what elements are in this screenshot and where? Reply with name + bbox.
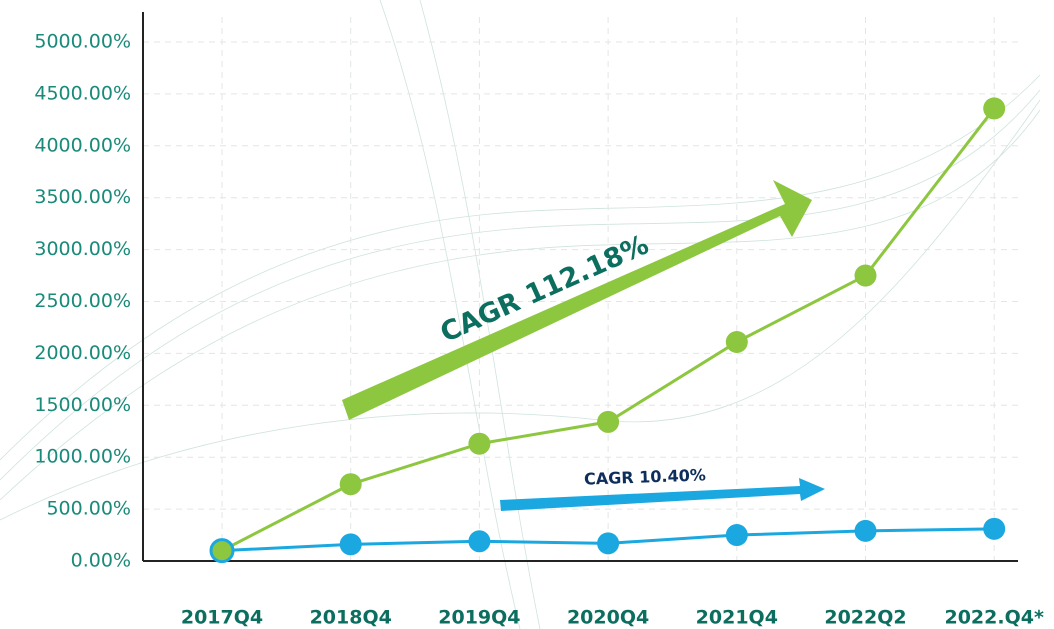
annotation: CAGR 10.40% (584, 465, 706, 488)
y-tick-label: 5000.00% (34, 31, 131, 53)
data-point (854, 264, 877, 287)
data-point (597, 410, 620, 433)
data-point (725, 330, 748, 353)
data-point (468, 432, 491, 455)
data-point (983, 517, 1006, 540)
x-tick-label: 2020Q4 (567, 607, 649, 629)
y-tick-label: 2000.00% (34, 342, 131, 364)
x-tick-label: 2019Q4 (438, 607, 520, 629)
data-point (725, 524, 748, 547)
data-point (339, 533, 362, 556)
y-tick-label: 0.00% (71, 550, 131, 572)
y-tick-label: 2500.00% (34, 290, 131, 312)
y-tick-label: 1000.00% (34, 446, 131, 468)
y-tick-label: 4000.00% (34, 134, 131, 156)
x-tick-label: 2022Q2 (824, 607, 906, 629)
grid (143, 17, 1018, 561)
y-tick-label: 500.00% (46, 498, 131, 520)
data-point (854, 519, 877, 542)
data-point (209, 538, 235, 564)
x-tick-label: 2017Q4 (181, 607, 263, 629)
y-tick-label: 4500.00% (34, 82, 131, 104)
plot (209, 97, 1006, 564)
blue-arrow (500, 478, 825, 511)
green-arrow (342, 180, 812, 420)
data-point (468, 530, 491, 553)
data-point (339, 473, 362, 496)
x-tick-label: 2018Q4 (310, 607, 392, 629)
data-point (983, 97, 1006, 120)
y-tick-label: 3000.00% (34, 238, 131, 260)
x-tick-label: 2022.Q4* (944, 607, 1043, 629)
data-point (597, 532, 620, 555)
y-tick-label: 1500.00% (34, 394, 131, 416)
x-tick-label: 2021Q4 (696, 607, 778, 629)
y-tick-label: 3500.00% (34, 186, 131, 208)
